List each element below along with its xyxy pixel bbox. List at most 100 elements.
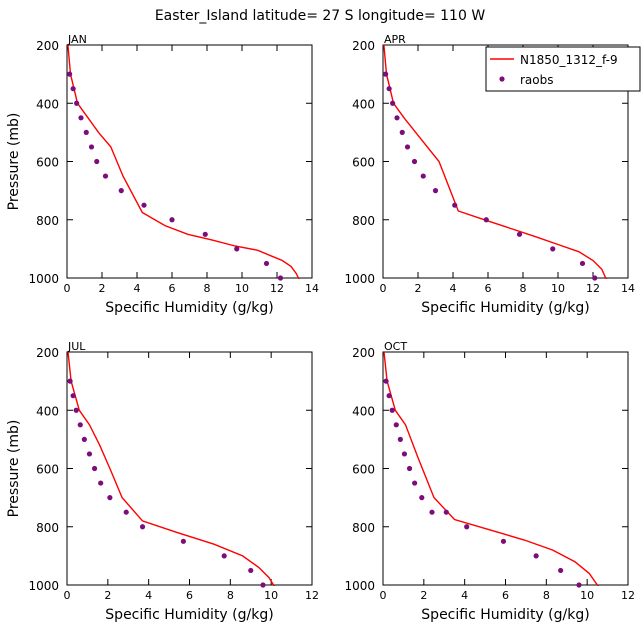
- obs-point: [411, 158, 418, 165]
- obs-point: [107, 495, 113, 501]
- x-tick-label: 10: [264, 589, 278, 602]
- y-tick-label: 600: [352, 156, 375, 170]
- y-tick-label: 200: [36, 39, 59, 53]
- legend-label-obs: raobs: [520, 73, 554, 87]
- obs-point: [94, 158, 100, 165]
- plot-frame: [66, 44, 313, 279]
- obs-point: [389, 407, 395, 413]
- obs-point: [443, 509, 449, 515]
- x-tick-label: 4: [450, 282, 457, 295]
- y-tick-label: 200: [352, 346, 375, 360]
- obs-point: [419, 495, 425, 501]
- y-tick-label: 200: [352, 39, 375, 53]
- x-tick-label: 0: [64, 282, 71, 295]
- obs-point: [123, 509, 129, 515]
- obs-point: [263, 260, 270, 267]
- x-tick-label: 6: [502, 589, 509, 602]
- obs-point: [483, 217, 489, 223]
- panel-oct: OCT 0 2 4 6 8 10 12 200 400 600 800 1000 Specific Hum…: [344, 340, 635, 623]
- x-tick-label: 2: [415, 282, 422, 295]
- obs-point: [70, 393, 76, 399]
- x-tick-label: 12: [305, 589, 319, 602]
- x-tick-label: 0: [380, 282, 387, 295]
- x-tick-label: 6: [169, 282, 176, 295]
- y-tick-label: 800: [352, 214, 375, 228]
- obs-point: [452, 202, 458, 208]
- obs-point: [404, 144, 411, 150]
- y-tick-label: 1000: [344, 579, 375, 593]
- y-tick-label: 800: [36, 521, 59, 535]
- obs-point: [118, 188, 124, 194]
- plot-frame: [382, 351, 629, 586]
- obs-point: [221, 553, 227, 559]
- x-tick-label: 10: [551, 282, 565, 295]
- y-tick-label: 400: [352, 404, 375, 418]
- x-tick-label: 6: [186, 589, 193, 602]
- y-tick-label: 800: [352, 521, 375, 535]
- y-tick-label: 800: [36, 214, 59, 228]
- obs-point: [202, 231, 208, 237]
- obs-point: [429, 509, 435, 515]
- obs-point: [576, 582, 582, 588]
- obs-point: [432, 188, 439, 194]
- obs-point: [393, 422, 399, 428]
- obs-point: [500, 538, 507, 544]
- x-tick-label: 6: [485, 282, 492, 295]
- x-axis-label: Specific Humidity (g/kg): [105, 607, 273, 623]
- obs-point: [91, 465, 98, 472]
- obs-point: [98, 480, 104, 486]
- legend-dot-swatch: [499, 76, 505, 82]
- x-tick-label: 12: [270, 282, 284, 295]
- x-tick-label: 0: [380, 589, 387, 602]
- obs-point: [386, 86, 392, 92]
- obs-point: [406, 465, 413, 472]
- obs-point: [73, 407, 79, 413]
- y-tick-label: 1000: [344, 272, 375, 286]
- legend-box: [485, 46, 641, 92]
- x-axis-label: Specific Humidity (g/kg): [421, 300, 589, 316]
- obs-point: [67, 71, 73, 77]
- panel-apr: APR 0 2 4 6 8 10 12 14 200 400 600 800 1000 Specific H…: [344, 33, 635, 316]
- obs-point: [81, 436, 87, 442]
- obs-point: [234, 246, 240, 252]
- x-tick-label: 10: [235, 282, 249, 295]
- obs-point: [77, 422, 83, 428]
- y-tick-label: 600: [36, 156, 59, 170]
- panel-label: JUL: [67, 340, 86, 353]
- obs-point: [394, 115, 400, 121]
- obs-point: [399, 129, 405, 135]
- obs-point: [592, 275, 598, 281]
- obs-point: [390, 100, 396, 106]
- x-tick-label: 12: [621, 589, 635, 602]
- y-tick-label: 200: [36, 346, 59, 360]
- x-tick-label: 8: [204, 282, 211, 295]
- x-tick-label: 2: [104, 589, 111, 602]
- obs-point: [397, 436, 403, 442]
- y-tick-label: 400: [36, 97, 59, 111]
- obs-point: [169, 217, 175, 223]
- obs-point: [83, 129, 89, 135]
- x-tick-label: 2: [420, 589, 427, 602]
- obs-point: [401, 451, 408, 457]
- x-tick-label: 8: [520, 282, 527, 295]
- obs-point: [248, 567, 254, 574]
- panel-jan: JAN 0 2 4 6 8 10 12 14 200 400 600 800 1000 Specific H…: [6, 33, 319, 316]
- y-tick-label: 600: [36, 463, 59, 477]
- panel-label: APR: [384, 33, 406, 46]
- x-tick-label: 8: [227, 589, 234, 602]
- x-tick-label: 4: [145, 589, 152, 602]
- y-tick-label: 1000: [28, 579, 59, 593]
- panel-jul: JUL 0 2 4 6 8 10 12 200 400 600 800 1000 Specific Hum…: [6, 340, 319, 623]
- obs-point: [67, 378, 73, 384]
- obs-point: [141, 202, 147, 208]
- obs-point: [383, 378, 389, 384]
- series-line-model: [67, 44, 300, 279]
- x-tick-label: 10: [580, 589, 594, 602]
- x-tick-label: 14: [305, 282, 319, 295]
- obs-point: [260, 582, 266, 588]
- obs-point: [412, 480, 418, 486]
- obs-point: [139, 524, 146, 530]
- obs-point: [516, 231, 523, 237]
